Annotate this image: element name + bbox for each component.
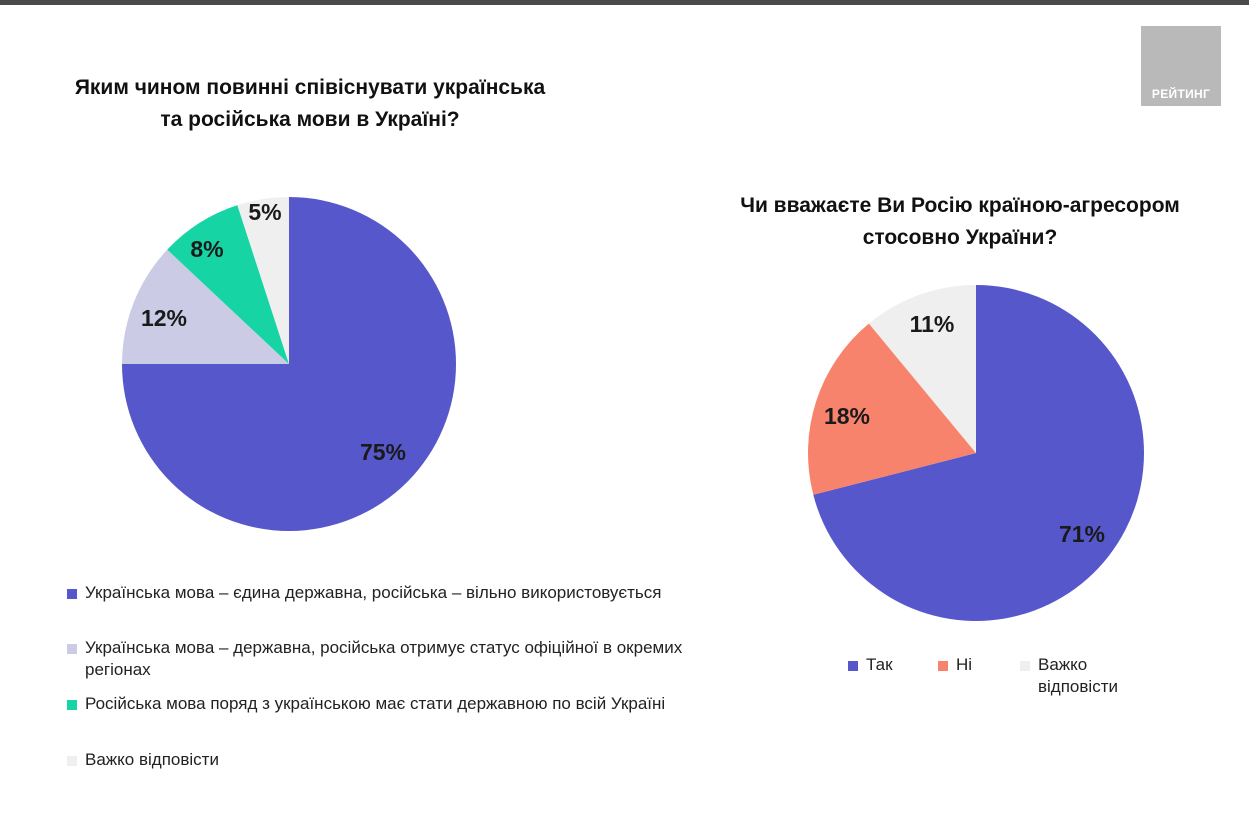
data-label: 18%: [824, 403, 870, 429]
legend-swatch: [1020, 661, 1030, 671]
pie-slice: [868, 285, 976, 453]
data-label: 71%: [1059, 521, 1105, 547]
pie-slice: [237, 197, 289, 364]
legend-label: Ні: [956, 655, 973, 674]
legend-swatch: [938, 661, 948, 671]
chart-2-title: Чи вважаєте Ви Росію країною-агресором с…: [740, 194, 1180, 249]
data-label: 8%: [190, 236, 223, 262]
legend-swatch: [67, 644, 77, 654]
pie-slice: [122, 249, 289, 364]
logo-text: РЕЙТИНГ: [1151, 87, 1211, 101]
data-label: 5%: [248, 199, 281, 225]
pie-slice: [808, 323, 976, 495]
legend-label: Важко відповісти: [85, 750, 219, 769]
legend-label: Так: [866, 655, 893, 674]
legend-label: Важко відповісти: [1038, 655, 1118, 696]
legend-label: Російська мова поряд з українською має с…: [85, 694, 666, 713]
legend-swatch: [67, 700, 77, 710]
chart-1-title: Яким чином повинні співіснувати українсь…: [74, 76, 546, 131]
legend-swatch: [67, 756, 77, 766]
data-label: 75%: [360, 439, 406, 465]
rating-logo: РЕЙТИНГ: [1141, 26, 1221, 106]
legend-swatch: [67, 589, 77, 599]
legend-label: Українська мова – єдина державна, російс…: [85, 583, 662, 602]
pie-slice: [167, 205, 289, 364]
data-label: 12%: [141, 305, 187, 331]
data-label: 11%: [910, 311, 955, 337]
pie-slice: [813, 285, 1145, 622]
legend-swatch: [848, 661, 858, 671]
top-border: [0, 0, 1249, 5]
legend-label: Українська мова – державна, російська от…: [85, 638, 683, 679]
